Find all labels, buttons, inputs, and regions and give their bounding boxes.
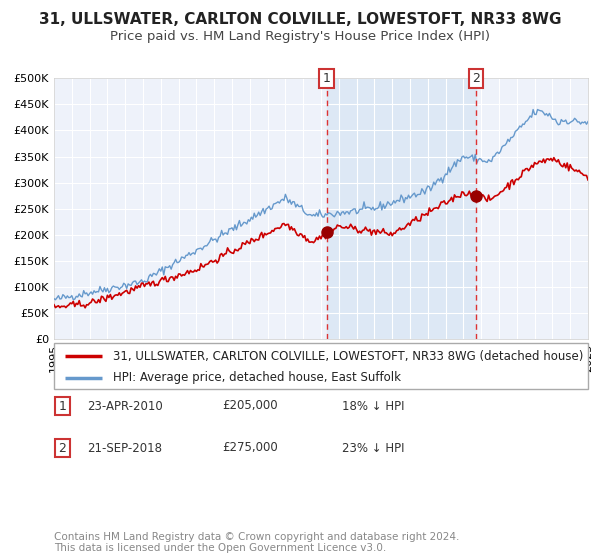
FancyBboxPatch shape: [55, 397, 70, 415]
Text: 2: 2: [472, 72, 480, 85]
Bar: [326, 78, 476, 339]
Text: 23-APR-2010: 23-APR-2010: [87, 399, 163, 413]
Text: £275,000: £275,000: [222, 441, 278, 455]
Text: 23% ↓ HPI: 23% ↓ HPI: [342, 441, 404, 455]
Text: £205,000: £205,000: [222, 399, 278, 413]
Text: Contains HM Land Registry data © Crown copyright and database right 2024.
This d: Contains HM Land Registry data © Crown c…: [54, 531, 460, 553]
Text: 2: 2: [58, 441, 67, 455]
Text: Price paid vs. HM Land Registry's House Price Index (HPI): Price paid vs. HM Land Registry's House …: [110, 30, 490, 43]
FancyBboxPatch shape: [55, 439, 70, 457]
Text: 31, ULLSWATER, CARLTON COLVILLE, LOWESTOFT, NR33 8WG: 31, ULLSWATER, CARLTON COLVILLE, LOWESTO…: [39, 12, 561, 27]
Text: 1: 1: [323, 72, 331, 85]
Text: 21-SEP-2018: 21-SEP-2018: [87, 441, 162, 455]
Text: 18% ↓ HPI: 18% ↓ HPI: [342, 399, 404, 413]
Text: 1: 1: [58, 399, 67, 413]
Text: 31, ULLSWATER, CARLTON COLVILLE, LOWESTOFT, NR33 8WG (detached house): 31, ULLSWATER, CARLTON COLVILLE, LOWESTO…: [113, 349, 583, 363]
Text: HPI: Average price, detached house, East Suffolk: HPI: Average price, detached house, East…: [113, 371, 401, 384]
